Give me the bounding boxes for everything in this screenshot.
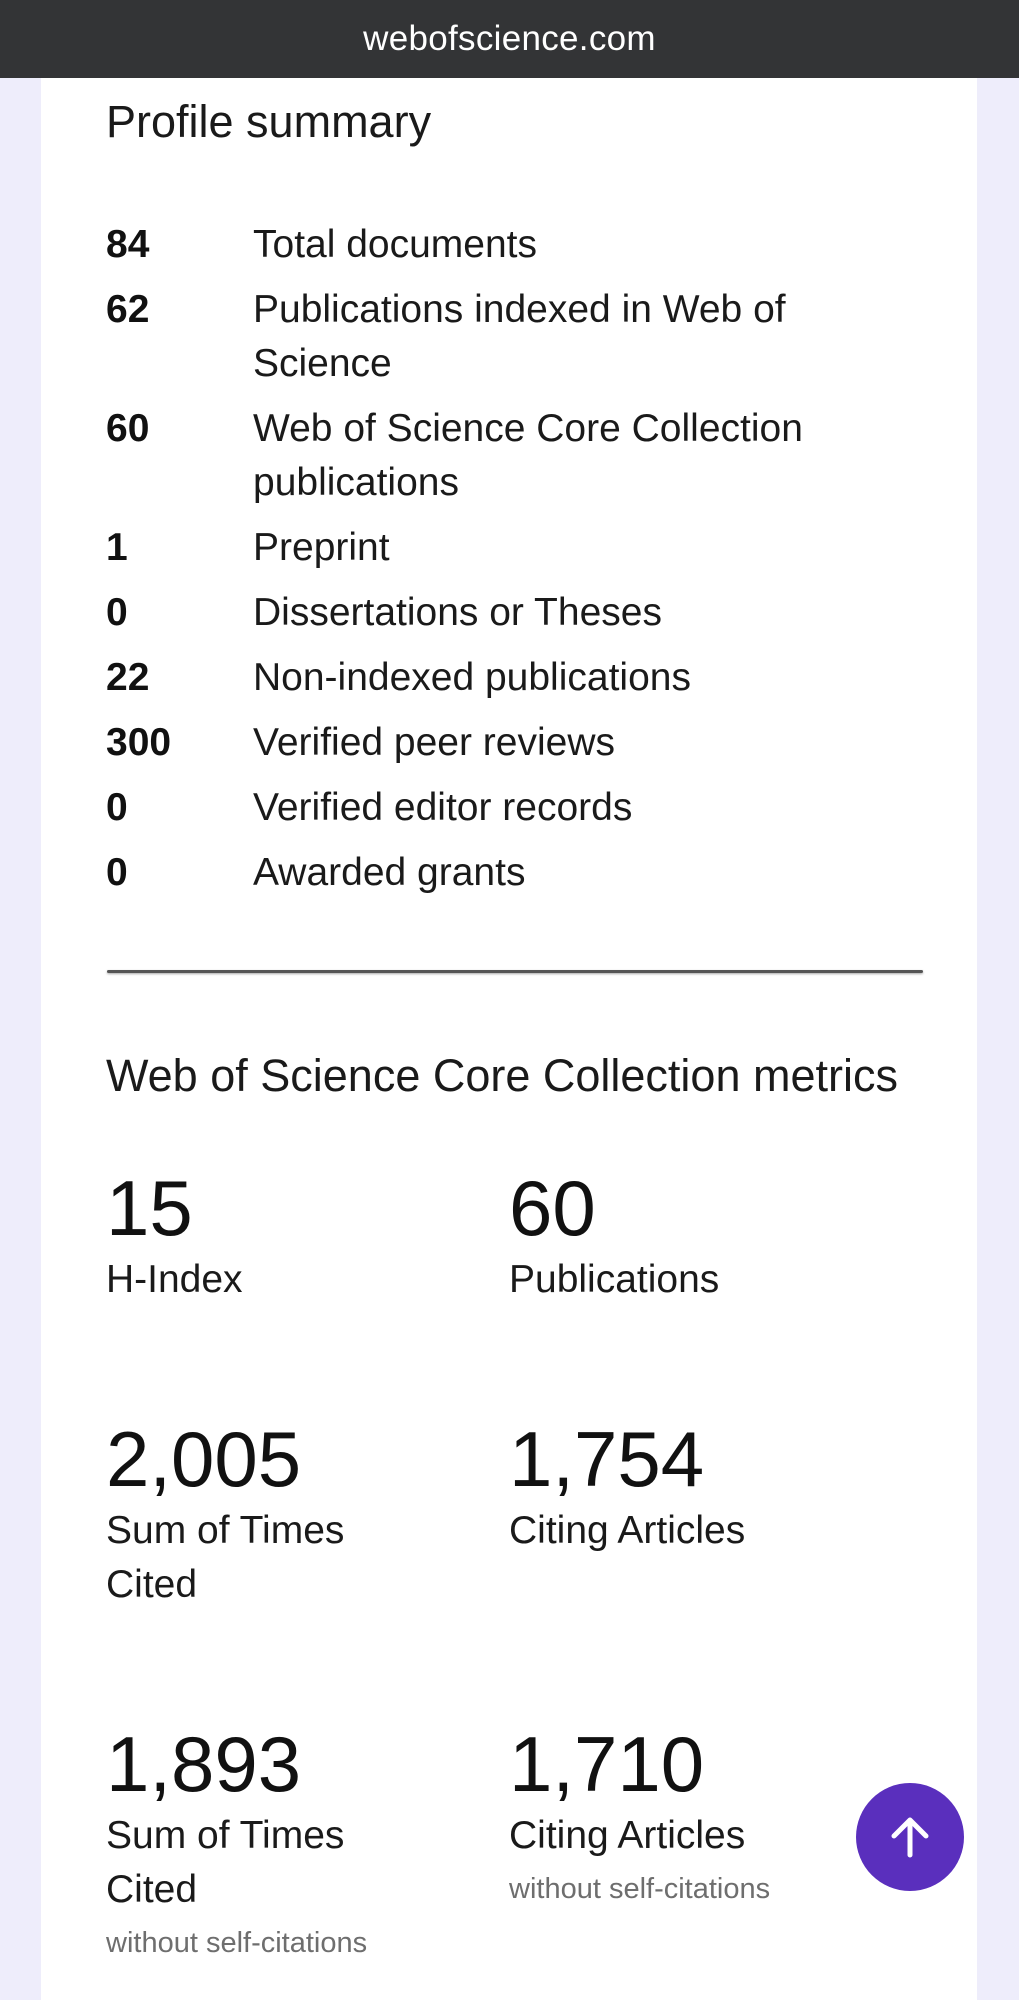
metric-value: 1,754 — [509, 1415, 705, 1503]
metric-citing-articles: 1,754 Citing Articles — [509, 1414, 839, 1558]
scroll-to-top-button[interactable] — [856, 1783, 964, 1891]
summary-label: Awarded grants — [253, 851, 526, 894]
metric-value: 1,710 — [509, 1720, 705, 1808]
summary-row-awarded-grants: 0 Awarded grants — [106, 846, 866, 900]
summary-label: Dissertations or Theses — [253, 591, 662, 634]
metric-label: Sum of Times Cited — [106, 1814, 345, 1911]
metric-citing-articles-without-self: 1,710 Citing Articles without self-citat… — [509, 1719, 839, 1909]
summary-label: Publications indexed in Web of Science — [253, 288, 786, 385]
metric-label: Publications — [509, 1258, 720, 1301]
summary-label: Preprint — [253, 526, 390, 569]
summary-label: Verified peer reviews — [253, 721, 616, 764]
metric-label: Citing Articles — [509, 1509, 746, 1552]
summary-row-peer-reviews: 300 Verified peer reviews — [106, 716, 866, 770]
metric-publications: 60 Publications — [509, 1163, 839, 1307]
summary-row-indexed-publications: 62 Publications indexed in Web of Scienc… — [106, 283, 866, 391]
summary-label: Non-indexed publications — [253, 656, 691, 699]
summary-count: 0 — [106, 591, 128, 634]
arrow-up-icon — [891, 1817, 929, 1858]
metric-label: Sum of Times Cited — [106, 1509, 345, 1606]
metric-label: Citing Articles — [509, 1814, 746, 1857]
summary-label: Total documents — [253, 223, 537, 266]
metric-note: without self-citations — [106, 1927, 368, 1959]
metric-value: 15 — [106, 1164, 193, 1252]
summary-count: 0 — [106, 786, 128, 829]
summary-row-total-documents: 84 Total documents — [106, 218, 866, 272]
browser-url-bar[interactable]: webofscience.com — [0, 0, 1019, 78]
metric-label: H-Index — [106, 1258, 243, 1301]
section-divider — [107, 970, 923, 973]
profile-card: Profile summary 84 Total documents 62 Pu… — [41, 78, 977, 2000]
summary-row-dissertations: 0 Dissertations or Theses — [106, 586, 866, 640]
metric-value: 2,005 — [106, 1415, 302, 1503]
summary-count: 62 — [106, 288, 150, 331]
summary-row-editor-records: 0 Verified editor records — [106, 781, 866, 835]
summary-row-core-collection-publications: 60 Web of Science Core Collection public… — [106, 402, 866, 510]
metric-value: 1,893 — [106, 1720, 302, 1808]
summary-count: 0 — [106, 851, 128, 894]
metric-value: 60 — [509, 1164, 596, 1252]
profile-summary-list: 84 Total documents 62 Publications index… — [106, 218, 866, 911]
summary-count: 1 — [106, 526, 128, 569]
summary-count: 22 — [106, 656, 150, 699]
summary-count: 60 — [106, 407, 150, 450]
metrics-title: Web of Science Core Collection metrics — [106, 1050, 898, 1101]
metric-note: without self-citations — [509, 1873, 771, 1905]
profile-summary-title: Profile summary — [106, 96, 432, 147]
metric-sum-times-cited-without-self: 1,893 Sum of Times Cited without self-ci… — [106, 1719, 396, 1963]
url-text[interactable]: webofscience.com — [363, 19, 656, 58]
summary-row-non-indexed-publications: 22 Non-indexed publications — [106, 651, 866, 705]
summary-count: 84 — [106, 223, 150, 266]
summary-row-preprint: 1 Preprint — [106, 521, 866, 575]
summary-label: Web of Science Core Collection publicati… — [253, 407, 803, 504]
metric-h-index: 15 H-Index — [106, 1163, 436, 1307]
summary-label: Verified editor records — [253, 786, 633, 829]
summary-count: 300 — [106, 721, 172, 764]
metric-sum-times-cited: 2,005 Sum of Times Cited — [106, 1414, 396, 1612]
